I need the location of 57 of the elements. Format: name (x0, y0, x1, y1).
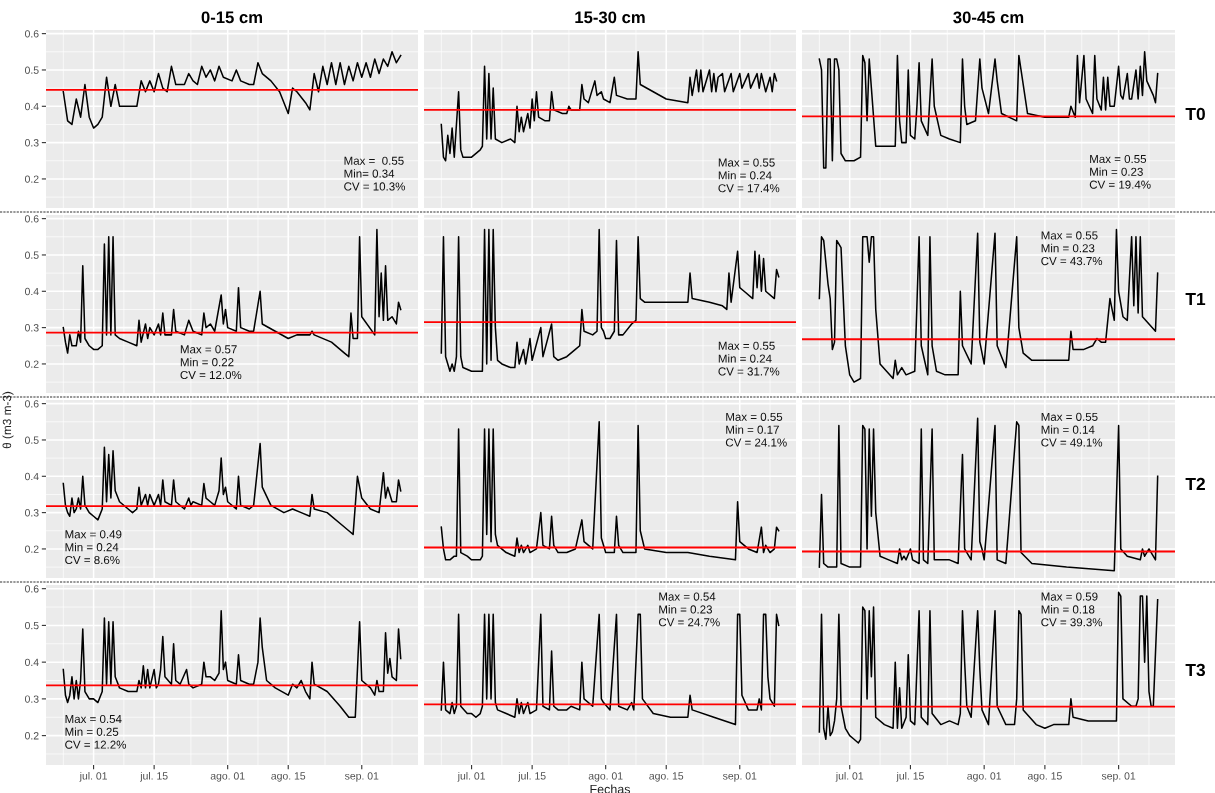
annotation: Max = 0.54 Min = 0.25 CV = 12.2% (65, 714, 127, 749)
annotation: Max = 0.55 Min= 0.34 CV = 10.3% (344, 156, 406, 191)
x-tick-label: ago. 01 (967, 772, 1002, 782)
annotation: Max = 0.55 Min = 0.24 CV = 31.7% (718, 341, 780, 376)
x-tick-label: sep. 01 (344, 772, 379, 782)
y-tick-label: 0.5 (24, 251, 39, 259)
y-tick-label: 0.5 (24, 436, 39, 444)
x-tick-label: ago. 15 (649, 772, 684, 782)
text: T1 (1185, 292, 1206, 305)
y-tick-label: 0.4 (24, 102, 39, 111)
y-tick-label: 0.2 (24, 545, 39, 553)
annotation: Max = 0.54 Min = 0.23 CV = 24.7% (658, 592, 720, 627)
text: T2 (1185, 477, 1205, 490)
y-tick-label: 0.3 (24, 324, 39, 332)
annotation: Max = 0.55 Min = 0.23 CV = 19.4% (1089, 154, 1151, 189)
y-tick-label: 0.2 (24, 175, 39, 183)
x-tick-label: ago. 15 (271, 772, 306, 782)
x-tick-label: jul. 15 (896, 771, 924, 782)
x-tick-label: jul. 01 (835, 771, 864, 782)
x-tick-label: ago. 15 (1027, 772, 1062, 782)
chart-title: 0-15 cm (201, 11, 263, 24)
y-tick-label: 0.4 (24, 472, 39, 481)
chart-title: 15-30 cm (575, 11, 645, 24)
x-tick-label: sep. 01 (722, 772, 757, 782)
y-tick-label: 0.6 (24, 400, 39, 408)
annotation: Max = 0.55 Min = 0.24 CV = 17.4% (718, 158, 780, 193)
annotation: Max = 0.55 Min = 0.17 CV = 24.1% (725, 412, 787, 447)
y-tick-label: 0.6 (24, 585, 39, 593)
annotation: Max = 0.55 Min = 0.14 CV = 49.1% (1041, 412, 1103, 447)
y-tick-label: 0.2 (24, 360, 39, 368)
annotation: Max = 0.55 Min = 0.23 CV = 43.7% (1041, 231, 1103, 266)
x-tick-label: sep. 01 (1101, 772, 1136, 782)
y-tick-label: 0.4 (24, 658, 39, 667)
x-tick-label: ago. 01 (210, 772, 245, 782)
line-series (62, 51, 402, 129)
y-tick-label: 0.6 (24, 215, 39, 223)
text: T3 (1185, 663, 1206, 677)
y-axis-title: θ (m3 m-3) (2, 391, 14, 449)
annotation: Max = 0.49 Min = 0.24 CV = 8.6% (65, 530, 122, 565)
x-tick-label: jul. 15 (139, 771, 168, 782)
text: T0 (1185, 107, 1205, 121)
y-tick-label: 0.3 (24, 695, 39, 703)
chart-title: 30-45 cm (953, 11, 1024, 24)
y-tick-label: 0.4 (24, 287, 39, 296)
x-tick-label: jul. 01 (457, 771, 485, 782)
y-tick-label: 0.5 (24, 66, 39, 74)
y-tick-label: 0.5 (24, 621, 39, 630)
x-tick-label: jul. 01 (79, 771, 107, 782)
y-tick-label: 0.6 (24, 30, 39, 38)
x-tick-label: jul. 15 (517, 771, 546, 782)
x-axis-title: Fechas (590, 784, 631, 793)
y-tick-label: 0.3 (24, 139, 39, 147)
y-tick-label: 0.2 (24, 732, 39, 740)
annotation: Max = 0.59 Min = 0.18 CV = 39.3% (1041, 592, 1103, 627)
y-tick-label: 0.3 (24, 509, 39, 517)
annotation: Max = 0.57 Min = 0.22 CV = 12.0% (180, 345, 242, 380)
x-tick-label: ago. 01 (588, 772, 623, 782)
